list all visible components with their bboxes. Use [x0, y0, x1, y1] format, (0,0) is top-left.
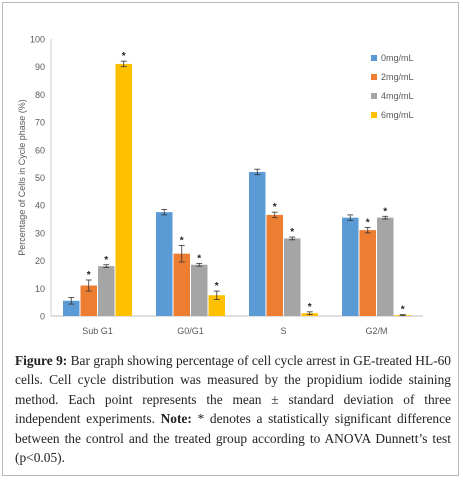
x-tick-label: G2/M: [365, 326, 387, 336]
significance-marker: *: [383, 206, 387, 217]
bar: [208, 295, 225, 316]
figure-caption: Figure 9: Bar graph showing percentage o…: [15, 351, 451, 467]
significance-marker: *: [180, 235, 184, 246]
caption-label: Figure 9:: [15, 353, 68, 368]
legend-swatch: [371, 74, 377, 80]
significance-marker: *: [290, 227, 294, 238]
y-tick-label: 40: [35, 201, 45, 211]
bar: [266, 214, 283, 316]
bar: [115, 63, 132, 317]
y-tick-label: 90: [35, 62, 45, 72]
y-tick-label: 20: [35, 256, 45, 266]
significance-marker: *: [308, 302, 312, 313]
significance-marker: *: [104, 255, 108, 266]
y-tick-label: 30: [35, 228, 45, 238]
legend-label: 4mg/mL: [381, 91, 414, 101]
bar: [63, 300, 80, 316]
bar: [249, 171, 266, 316]
legend-label: 0mg/mL: [381, 53, 414, 63]
caption-note-label: Note:: [160, 411, 192, 427]
chart-svg: 0 10 20 30 40 50 60 70 80 90 100 Percentage of Cell…: [17, 35, 423, 336]
legend-swatch: [371, 55, 377, 61]
legend-label: 2mg/mL: [381, 72, 414, 82]
y-tick-label: 80: [35, 90, 45, 100]
significance-marker: *: [215, 281, 219, 292]
significance-marker: *: [273, 202, 277, 213]
significance-marker: *: [197, 253, 201, 264]
bar: [284, 238, 301, 316]
caption-text: Bar graph showing percentage of cell cyc…: [15, 353, 451, 427]
legend-label: 6mg/mL: [381, 110, 414, 120]
significance-marker: *: [122, 51, 126, 62]
bar: [377, 217, 394, 316]
x-tick-label: Sub G1: [82, 326, 113, 336]
legend-swatch: [371, 93, 377, 99]
y-tick-label: 70: [35, 118, 45, 128]
figure-frame: 0 10 20 30 40 50 60 70 80 90 100 Percentage of Cell…: [2, 2, 459, 476]
x-tick-label: G0/G1: [177, 326, 204, 336]
significance-marker: *: [87, 270, 91, 281]
y-tick-label: 60: [35, 145, 45, 155]
significance-marker: *: [401, 305, 405, 316]
y-axis-label: Percentage of Cells in Cycle phase (%): [17, 99, 27, 256]
significance-marker: *: [366, 217, 370, 228]
bar: [98, 266, 115, 316]
bar: [191, 264, 208, 316]
bar: [80, 285, 97, 316]
y-tick-label: 50: [35, 173, 45, 183]
bar: [156, 212, 173, 316]
y-tick-label: 0: [40, 312, 45, 322]
x-tick-label: S: [280, 326, 286, 336]
legend-swatch: [371, 112, 377, 118]
y-tick-label: 10: [35, 284, 45, 294]
y-tick-label: 100: [30, 35, 45, 45]
bar: [342, 217, 359, 316]
bar: [173, 253, 190, 316]
bar: [359, 230, 376, 316]
bar-chart: 0 10 20 30 40 50 60 70 80 90 100 Percentage of Cell…: [11, 11, 453, 345]
caption-note-text: * denotes a statistically significant di…: [15, 411, 451, 466]
